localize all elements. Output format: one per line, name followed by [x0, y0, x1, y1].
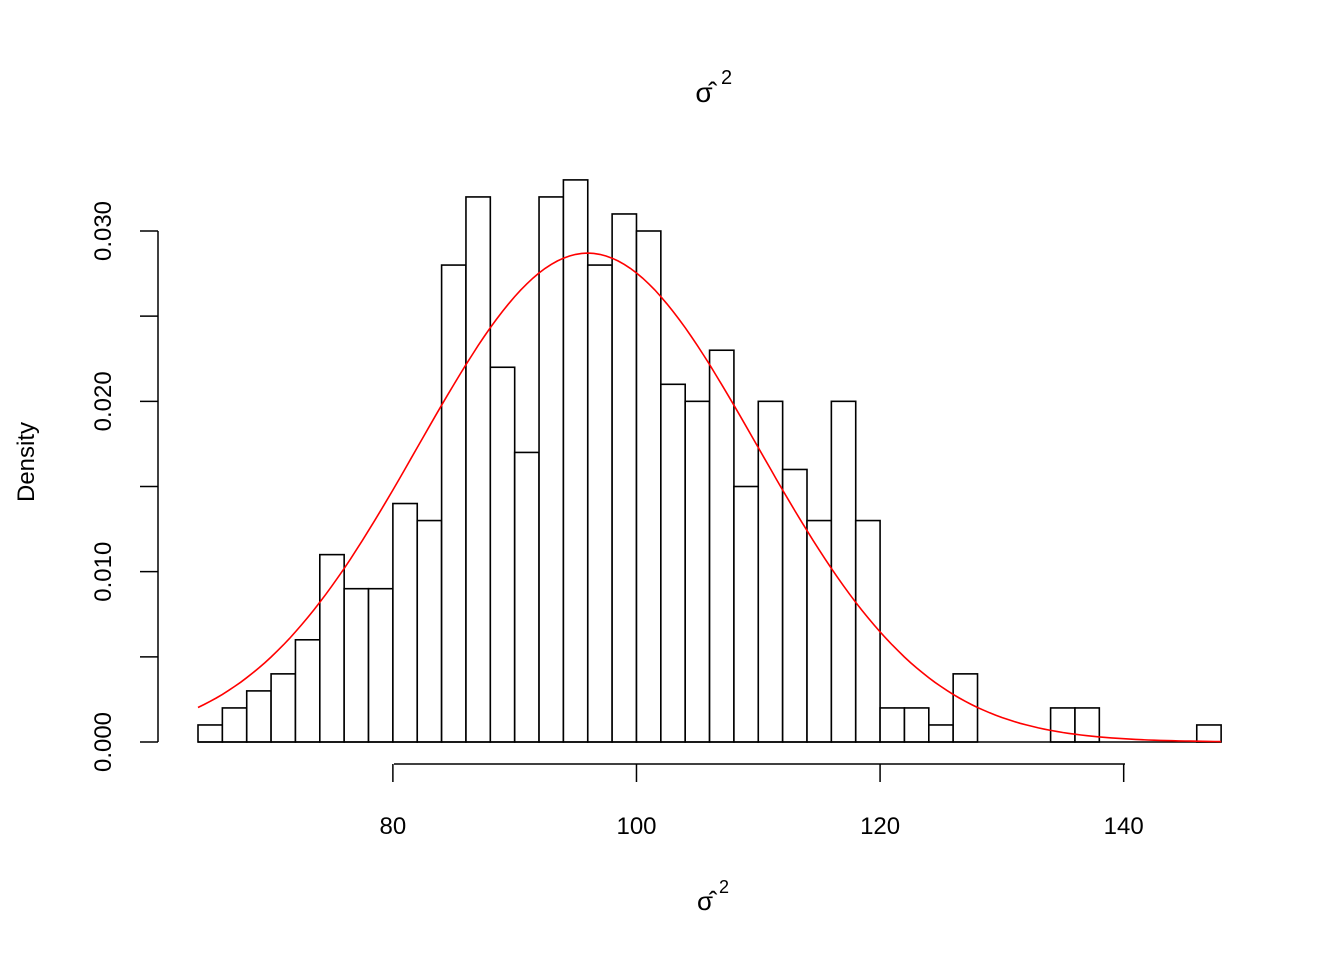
histogram-bar: [879, 707, 906, 743]
histogram-bar: [684, 400, 711, 743]
histogram-bar: [465, 196, 492, 743]
histogram-bar: [294, 638, 321, 743]
histogram-bar: [611, 213, 638, 743]
histogram-bar: [513, 451, 540, 743]
histogram-bar: [221, 707, 248, 743]
histogram-bar: [538, 196, 565, 743]
histogram-bar: [392, 502, 419, 743]
histogram-bar: [927, 724, 954, 743]
histogram-bar: [708, 349, 735, 743]
y-tick-label: 0.030: [90, 201, 117, 261]
histogram-bar: [806, 519, 833, 743]
histogram-bar: [270, 673, 297, 743]
x-tick-label: 80: [380, 813, 407, 840]
histogram-bar: [440, 264, 467, 743]
histogram-bar: [660, 383, 687, 743]
histogram-bar: [952, 673, 979, 743]
histogram-bar: [586, 264, 613, 743]
y-tick-label: 0.020: [90, 371, 117, 431]
histogram-bar: [245, 690, 272, 743]
histogram-bar: [367, 587, 394, 743]
histogram-bar: [197, 724, 224, 743]
histogram-bar: [830, 400, 857, 743]
y-axis: 0.000 0.010 0.020 0.030: [90, 201, 159, 772]
histogram-bar: [903, 707, 930, 743]
y-axis-label: Density: [13, 422, 40, 502]
histogram-bar: [733, 485, 760, 743]
x-axis-label-superscript: 2: [719, 877, 729, 897]
histogram-bar: [562, 179, 589, 743]
chart-title-base: σ̂: [695, 77, 717, 108]
histogram-bar: [635, 230, 662, 743]
x-axis-label: σ̂ 2: [697, 877, 729, 916]
histogram-bar: [757, 400, 784, 743]
chart-title-superscript: 2: [721, 67, 732, 89]
histogram-bar: [318, 553, 345, 743]
x-axis-label-base: σ̂: [697, 886, 718, 916]
x-tick-label: 100: [616, 813, 656, 840]
y-tick-label: 0.010: [90, 542, 117, 602]
y-tick-label: 0.000: [90, 712, 117, 772]
histogram-bar: [489, 366, 516, 743]
histogram-bar: [1195, 724, 1222, 743]
chart-title: σ̂ 2: [695, 67, 732, 108]
histogram-bar: [343, 587, 370, 743]
x-axis: 80 100 120 140: [380, 763, 1144, 840]
density-curve: [197, 252, 1222, 743]
x-tick-label: 120: [860, 813, 900, 840]
histogram-bar: [854, 519, 881, 743]
x-tick-label: 140: [1104, 813, 1144, 840]
histogram-bars: [197, 179, 1222, 743]
histogram-bar: [1049, 707, 1076, 743]
histogram-bar: [416, 519, 443, 743]
